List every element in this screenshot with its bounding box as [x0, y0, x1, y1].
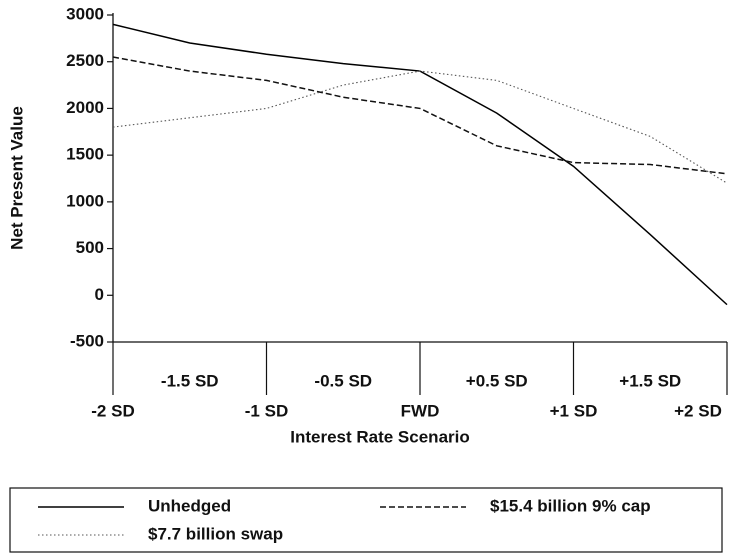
y-tick-label: 3000: [66, 4, 104, 23]
x-tick-label: -1 SD: [245, 401, 288, 420]
x-tick-label: +0.5 SD: [466, 371, 528, 390]
y-tick-label: 2000: [66, 98, 104, 117]
series-line: [112, 56, 728, 175]
x-tick-label: +1.5 SD: [619, 371, 681, 390]
y-tick-label: 1500: [66, 145, 104, 164]
legend-label: $7.7 billion swap: [148, 524, 283, 543]
y-tick-label: 2500: [66, 51, 104, 70]
x-tick-label: -0.5 SD: [314, 371, 372, 390]
x-tick-label: +2 SD: [674, 401, 722, 420]
series-line: [112, 70, 728, 184]
x-tick-label: FWD: [401, 401, 440, 420]
y-tick-label: 500: [76, 238, 104, 257]
y-tick-label: -500: [70, 331, 104, 350]
y-tick-label: 1000: [66, 191, 104, 210]
legend-box: [9, 487, 723, 553]
legend-label: $15.4 billion 9% cap: [490, 496, 651, 515]
x-tick-label: +1 SD: [550, 401, 598, 420]
y-tick-label: 0: [95, 285, 104, 304]
y-axis-title: Net Present Value: [7, 106, 26, 250]
x-tick-label: -2 SD: [91, 401, 134, 420]
legend-label: Unhedged: [148, 496, 231, 515]
x-axis-title: Interest Rate Scenario: [290, 427, 470, 446]
x-tick-label: -1.5 SD: [161, 371, 219, 390]
